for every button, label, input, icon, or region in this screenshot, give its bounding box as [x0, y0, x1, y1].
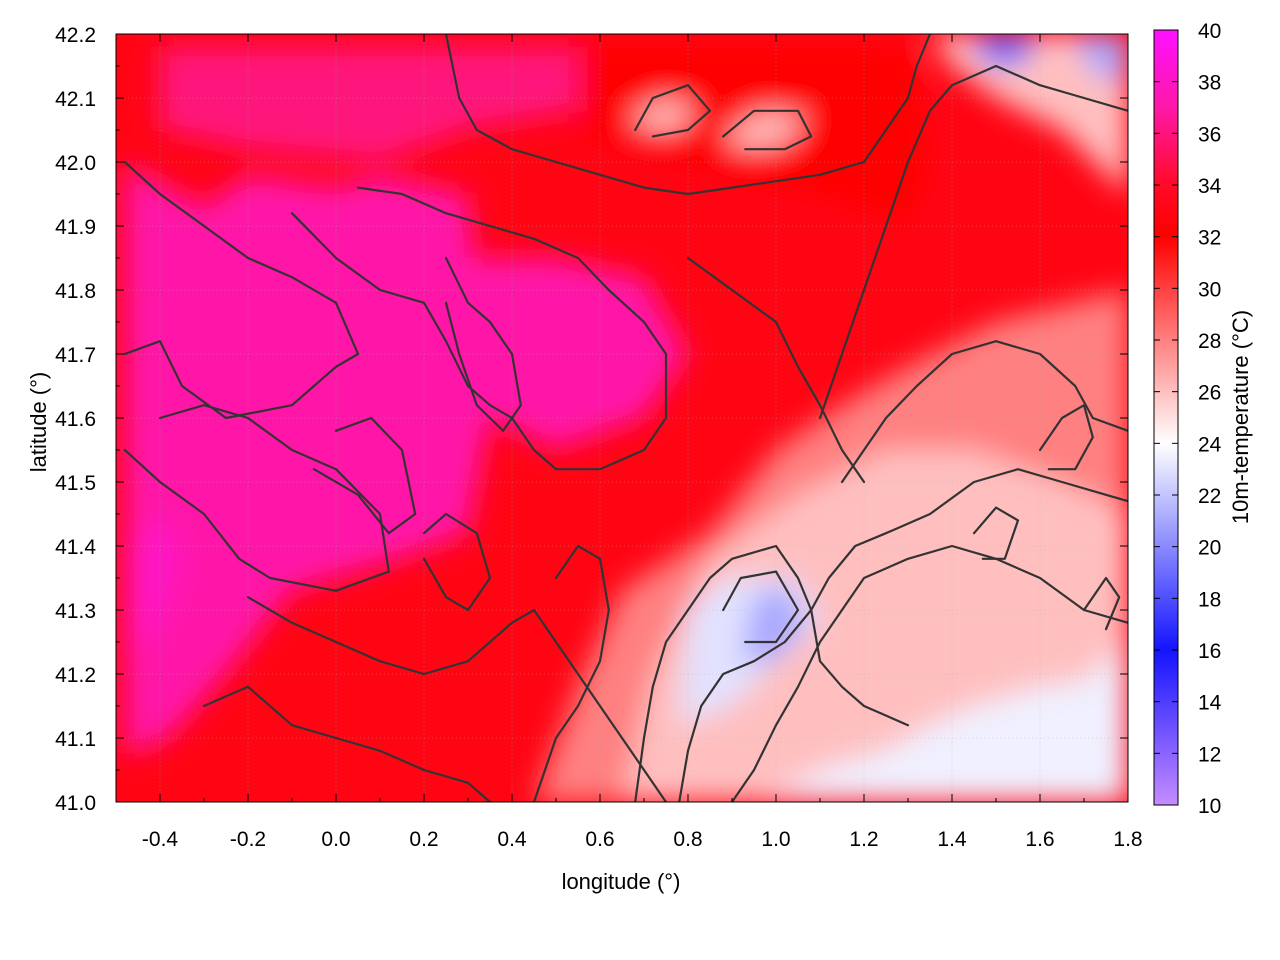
contour-line	[1082, 576, 1121, 631]
contour-line	[290, 186, 668, 471]
x-tick-label: 0.0	[321, 828, 350, 851]
x-tick-label: 1.8	[1113, 828, 1142, 851]
colorbar-tick-label: 26	[1198, 382, 1221, 405]
colorbar-tick-label: 20	[1198, 537, 1221, 560]
colorbar-tick-label: 12	[1198, 743, 1221, 766]
y-tick-label: 41.9	[55, 216, 96, 239]
contour-line	[123, 404, 390, 592]
y-tick-label: 41.0	[55, 792, 96, 815]
contour-line	[444, 34, 932, 196]
contour-line	[202, 685, 492, 802]
heatmap-region-central-interior-hot	[314, 213, 688, 450]
y-tick-label: 41.2	[55, 664, 96, 687]
y-tick-label: 42.1	[55, 88, 96, 111]
contour-line	[246, 596, 668, 802]
contour-lines	[123, 34, 1128, 802]
contour-line	[678, 468, 1128, 802]
colorbar-tick-label: 18	[1198, 588, 1221, 611]
y-tick-label: 42.2	[55, 24, 96, 47]
x-tick-label: -0.2	[230, 828, 266, 851]
x-axis-label: longitude (°)	[562, 869, 681, 894]
x-tick-label: -0.4	[142, 828, 179, 851]
y-tick-label: 41.5	[55, 472, 96, 495]
x-tick-label: 0.4	[497, 828, 527, 851]
x-tick-label: 1.4	[937, 828, 967, 851]
y-tick-label: 41.1	[55, 728, 96, 751]
colorbar-tick-label: 10	[1198, 795, 1221, 818]
grid	[116, 33, 1129, 803]
colorbar-tick-label: 34	[1198, 175, 1222, 198]
contour-line	[818, 64, 1128, 420]
colorbar-tick-label: 16	[1198, 640, 1221, 663]
contour-line	[722, 109, 813, 151]
contour-line	[312, 416, 417, 535]
heatmap-region-northern-peak-mild-2	[723, 110, 807, 150]
contour-line	[1038, 404, 1094, 471]
y-tick-label: 42.0	[55, 152, 96, 175]
y-tick-label: 41.6	[55, 408, 96, 431]
contour-line	[730, 544, 1128, 802]
heatmap-region-northeast-peak-cool	[969, 34, 1040, 66]
contour-line	[634, 544, 910, 802]
x-tick-label: 0.6	[585, 828, 614, 851]
y-tick-label: 41.8	[55, 280, 96, 303]
heatmap-region-western-edge-hot	[129, 514, 182, 662]
contour-line	[444, 256, 522, 432]
axis-ticks: -0.4 -0.2 0.0 0.2 0.4 0.6 0.8 1.0 1.2 1.4 1.6 1.8 41…	[55, 24, 1142, 851]
colorbar-tick-label: 32	[1198, 227, 1221, 250]
x-tick-label: 1.2	[849, 828, 878, 851]
colorbar-ticks: 10 12 14 16 18 20 22 24 26 28 30 32 34 36 38 40	[1154, 20, 1222, 818]
colorbar-tick-label: 22	[1198, 485, 1221, 508]
contour-line	[123, 160, 360, 420]
contour-line	[422, 512, 492, 612]
colorbar-tick-label: 38	[1198, 72, 1221, 95]
colorbar-tick-label: 36	[1198, 123, 1221, 146]
contour-line	[840, 340, 1128, 484]
heatmap-region-sea	[762, 642, 1128, 802]
colorbar-label: 10m-temperature (°C)	[1228, 310, 1253, 524]
x-tick-label: 1.6	[1025, 828, 1054, 851]
heatmap-regions	[124, 34, 1128, 802]
heatmap	[116, 34, 1128, 802]
contour-line	[972, 506, 1020, 560]
colorbar-tick-label: 40	[1198, 20, 1221, 43]
y-tick-label: 41.3	[55, 600, 96, 623]
colorbar-tick-label: 14	[1198, 692, 1222, 715]
x-tick-label: 1.0	[761, 828, 790, 851]
y-tick-label: 41.7	[55, 344, 96, 367]
y-axis-label: latitude (°)	[26, 372, 51, 473]
heatmap-region-northwest-hot	[160, 46, 600, 162]
heatmap-region-northern-peak-mild	[630, 98, 697, 130]
contour-line	[634, 84, 712, 138]
contour-line	[532, 544, 610, 802]
colorbar-tick-label: 28	[1198, 330, 1221, 353]
colorbar-tick-label: 30	[1198, 278, 1221, 301]
x-tick-label: 0.2	[409, 828, 438, 851]
y-tick-label: 41.4	[55, 536, 96, 559]
contour-line	[686, 256, 866, 484]
colorbar	[1153, 29, 1179, 806]
colorbar-tick-label: 24	[1198, 433, 1222, 456]
heatmap-region-northeast-peak-cool-2	[1070, 34, 1128, 86]
x-tick-label: 0.8	[673, 828, 702, 851]
contour-line	[722, 570, 800, 644]
